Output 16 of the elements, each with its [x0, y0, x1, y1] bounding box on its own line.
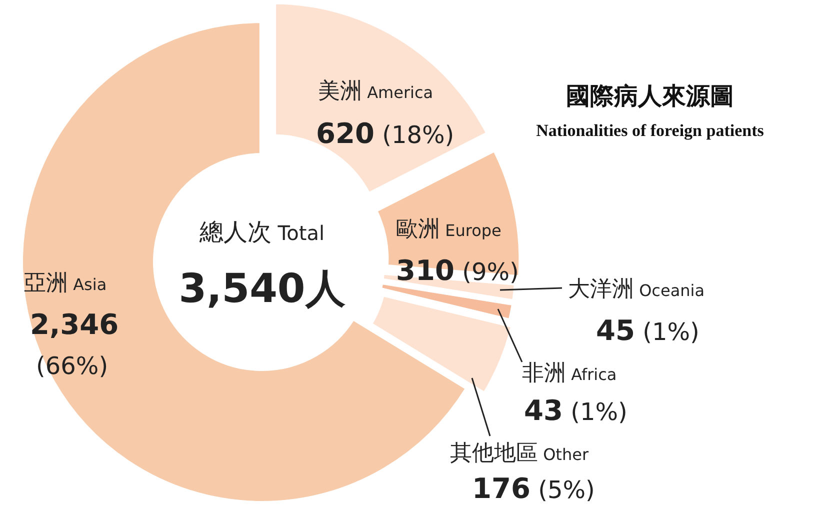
data-label: 310 (9%): [396, 254, 519, 287]
slice-label: 其他地區 Other: [450, 441, 589, 466]
slice-label: 大洋洲 Oceania: [568, 277, 705, 302]
slice-label: 美洲 America: [318, 79, 434, 104]
data-label: 43 (1%): [524, 394, 628, 427]
data-label: 620 (18%): [316, 117, 454, 150]
slice-label: 歐洲 Europe: [396, 217, 502, 242]
data-label: 176 (5%): [472, 472, 595, 505]
text: Nationalities of foreign patients: [536, 121, 764, 140]
text: 3,540人: [178, 266, 346, 312]
slice-label: 亞洲 Asia: [24, 271, 107, 296]
text: 總人次 Total: [198, 218, 325, 246]
data-label: 45 (1%): [596, 314, 700, 347]
data-label: 2,346 (66%): [30, 308, 119, 380]
slice-label: 非洲 Africa: [522, 361, 617, 386]
text: 國際病人來源圖: [566, 82, 734, 110]
